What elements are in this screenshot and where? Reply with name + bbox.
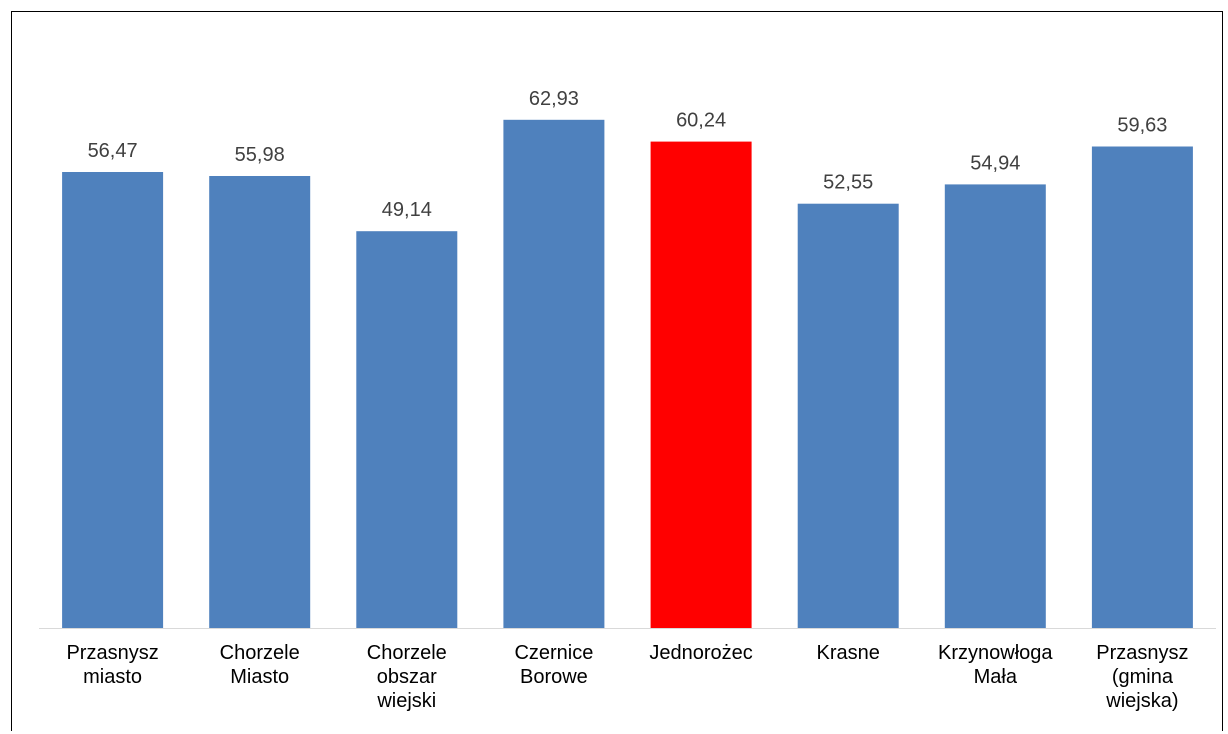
value-label-2: 49,14 xyxy=(382,199,432,221)
bar-7 xyxy=(1091,146,1193,628)
category-label-6: Krzynowłoga Mała xyxy=(938,642,1053,688)
category-label-5: Krasne xyxy=(817,642,880,664)
category-labels-group: Przasnysz miasto Chorzele Miasto Chorzele obs… xyxy=(66,642,1188,712)
value-label-7: 59,63 xyxy=(1117,115,1167,137)
value-label-5: 52,55 xyxy=(823,172,873,194)
category-label-4: Jednorożec xyxy=(649,642,752,664)
bar-2 xyxy=(356,231,458,628)
value-labels-group: 56,47 55,98 49,14 62,93 60,24 52,55 54,94 59,63 xyxy=(88,88,1168,221)
value-label-0: 56,47 xyxy=(88,140,138,162)
category-label-7: Przasnysz (gmina wiejska) xyxy=(1096,642,1188,712)
category-label-3: Czernice Borowe xyxy=(514,642,593,688)
chart-frame: 56,47 55,98 49,14 62,93 60,24 52,55 54,94 59,63… xyxy=(11,11,1223,731)
category-label-2: Chorzele obszar wiejski xyxy=(367,642,447,712)
bar-0 xyxy=(62,172,164,628)
bar-3 xyxy=(503,119,605,629)
category-label-1: Chorzele Miasto xyxy=(220,642,300,688)
value-label-1: 55,98 xyxy=(235,144,285,166)
bar-chart: 56,47 55,98 49,14 62,93 60,24 52,55 54,94 59,63… xyxy=(39,88,1216,712)
bars-group xyxy=(62,119,1193,629)
category-label-0: Przasnysz miasto xyxy=(66,642,158,688)
value-label-6: 54,94 xyxy=(970,152,1020,174)
bar-5 xyxy=(797,203,899,628)
value-label-3: 62,93 xyxy=(529,88,579,110)
bar-4 xyxy=(650,141,752,628)
bar-6 xyxy=(944,184,1046,628)
value-label-4: 60,24 xyxy=(676,110,726,132)
bar-1 xyxy=(209,176,311,628)
